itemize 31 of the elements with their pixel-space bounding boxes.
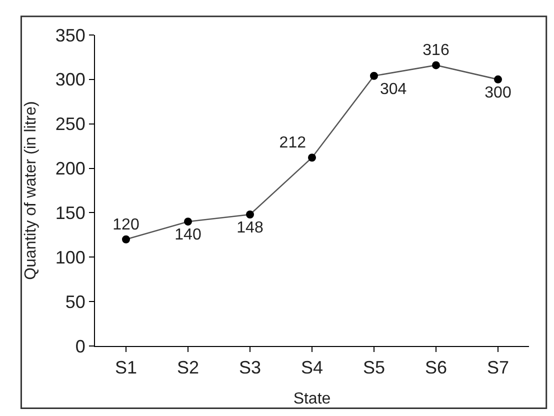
x-tick-label: S2 (176, 358, 200, 378)
data-label: 212 (279, 134, 306, 152)
y-tick-label: 200 (55, 158, 86, 179)
x-tick-label: S3 (238, 358, 262, 378)
y-tick-label: 300 (55, 70, 86, 90)
y-tick-label: 150 (55, 203, 86, 224)
point (308, 154, 316, 162)
point (370, 72, 378, 80)
y-tick-label: 350 (55, 25, 86, 46)
x-tick-label: S5 (362, 358, 386, 378)
data-label: 316 (422, 42, 450, 60)
data-label: 120 (112, 216, 140, 234)
data-label: 148 (236, 219, 264, 236)
point (494, 75, 502, 84)
y-tick-label: 0 (75, 336, 86, 356)
y-tick-label: 100 (55, 247, 86, 268)
point (246, 210, 254, 218)
point (184, 218, 192, 226)
data-label: 304 (380, 80, 407, 98)
data-label: 300 (484, 84, 512, 102)
point (122, 235, 130, 244)
x-tick-label: S6 (424, 358, 448, 378)
x-axis-title: State (293, 390, 331, 408)
data-label: 140 (174, 226, 202, 244)
y-axis-title: Quantity of water (in litre) (22, 101, 40, 280)
y-tick-label: 50 (65, 292, 86, 312)
x-tick-label: S7 (486, 358, 510, 378)
y-tick-label: 250 (55, 114, 86, 134)
x-tick-label: S1 (114, 358, 138, 378)
point (432, 61, 440, 70)
x-tick-label: S4 (300, 358, 324, 378)
